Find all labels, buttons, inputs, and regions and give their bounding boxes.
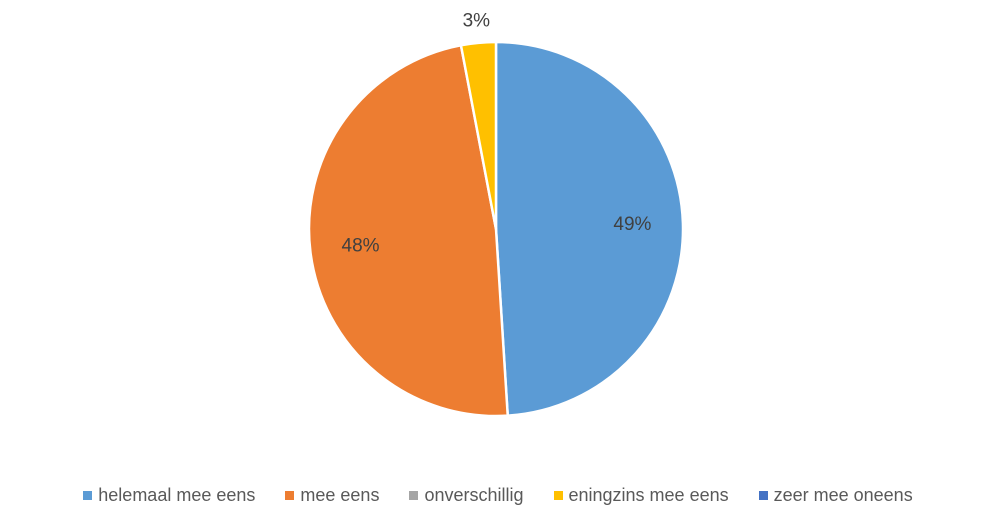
- data-label-helemaal-mee-eens: 49%: [613, 214, 651, 235]
- legend-label: onverschillig: [424, 484, 524, 505]
- legend-item-mee-eens: mee eens: [285, 485, 379, 506]
- legend-label: mee eens: [300, 484, 380, 505]
- data-label-eningzins-mee-eens: 3%: [463, 10, 491, 31]
- pie-slice-eningzins-mee-eens: [459, 40, 498, 231]
- pie-plot-area: 49% 48% 3%: [307, 10, 685, 418]
- legend-item-helemaal-mee-eens: helemaal mee eens: [83, 485, 255, 506]
- legend-swatch: [409, 490, 419, 500]
- legend-swatch: [553, 490, 563, 500]
- legend-label: eningzins mee eens: [568, 484, 729, 505]
- legend-label: zeer mee oneens: [773, 484, 913, 505]
- legend-item-eningzins-mee-eens: eningzins mee eens: [553, 484, 729, 506]
- legend-item-onverschillig: onverschillig: [409, 484, 524, 506]
- chart-legend: helemaal mee eens mee eens onverschillig…: [0, 483, 996, 507]
- legend-swatch: [83, 490, 93, 500]
- legend-item-zeer-mee-oneens: zeer mee oneens: [758, 484, 913, 506]
- pie-slice-mee-eens: [307, 44, 509, 418]
- legend-swatch: [758, 490, 768, 500]
- legend-swatch: [285, 490, 295, 500]
- data-label-mee-eens: 48%: [342, 236, 380, 257]
- legend-label: helemaal mee eens: [98, 484, 256, 505]
- pie-slice-helemaal-mee-eens: [494, 40, 685, 417]
